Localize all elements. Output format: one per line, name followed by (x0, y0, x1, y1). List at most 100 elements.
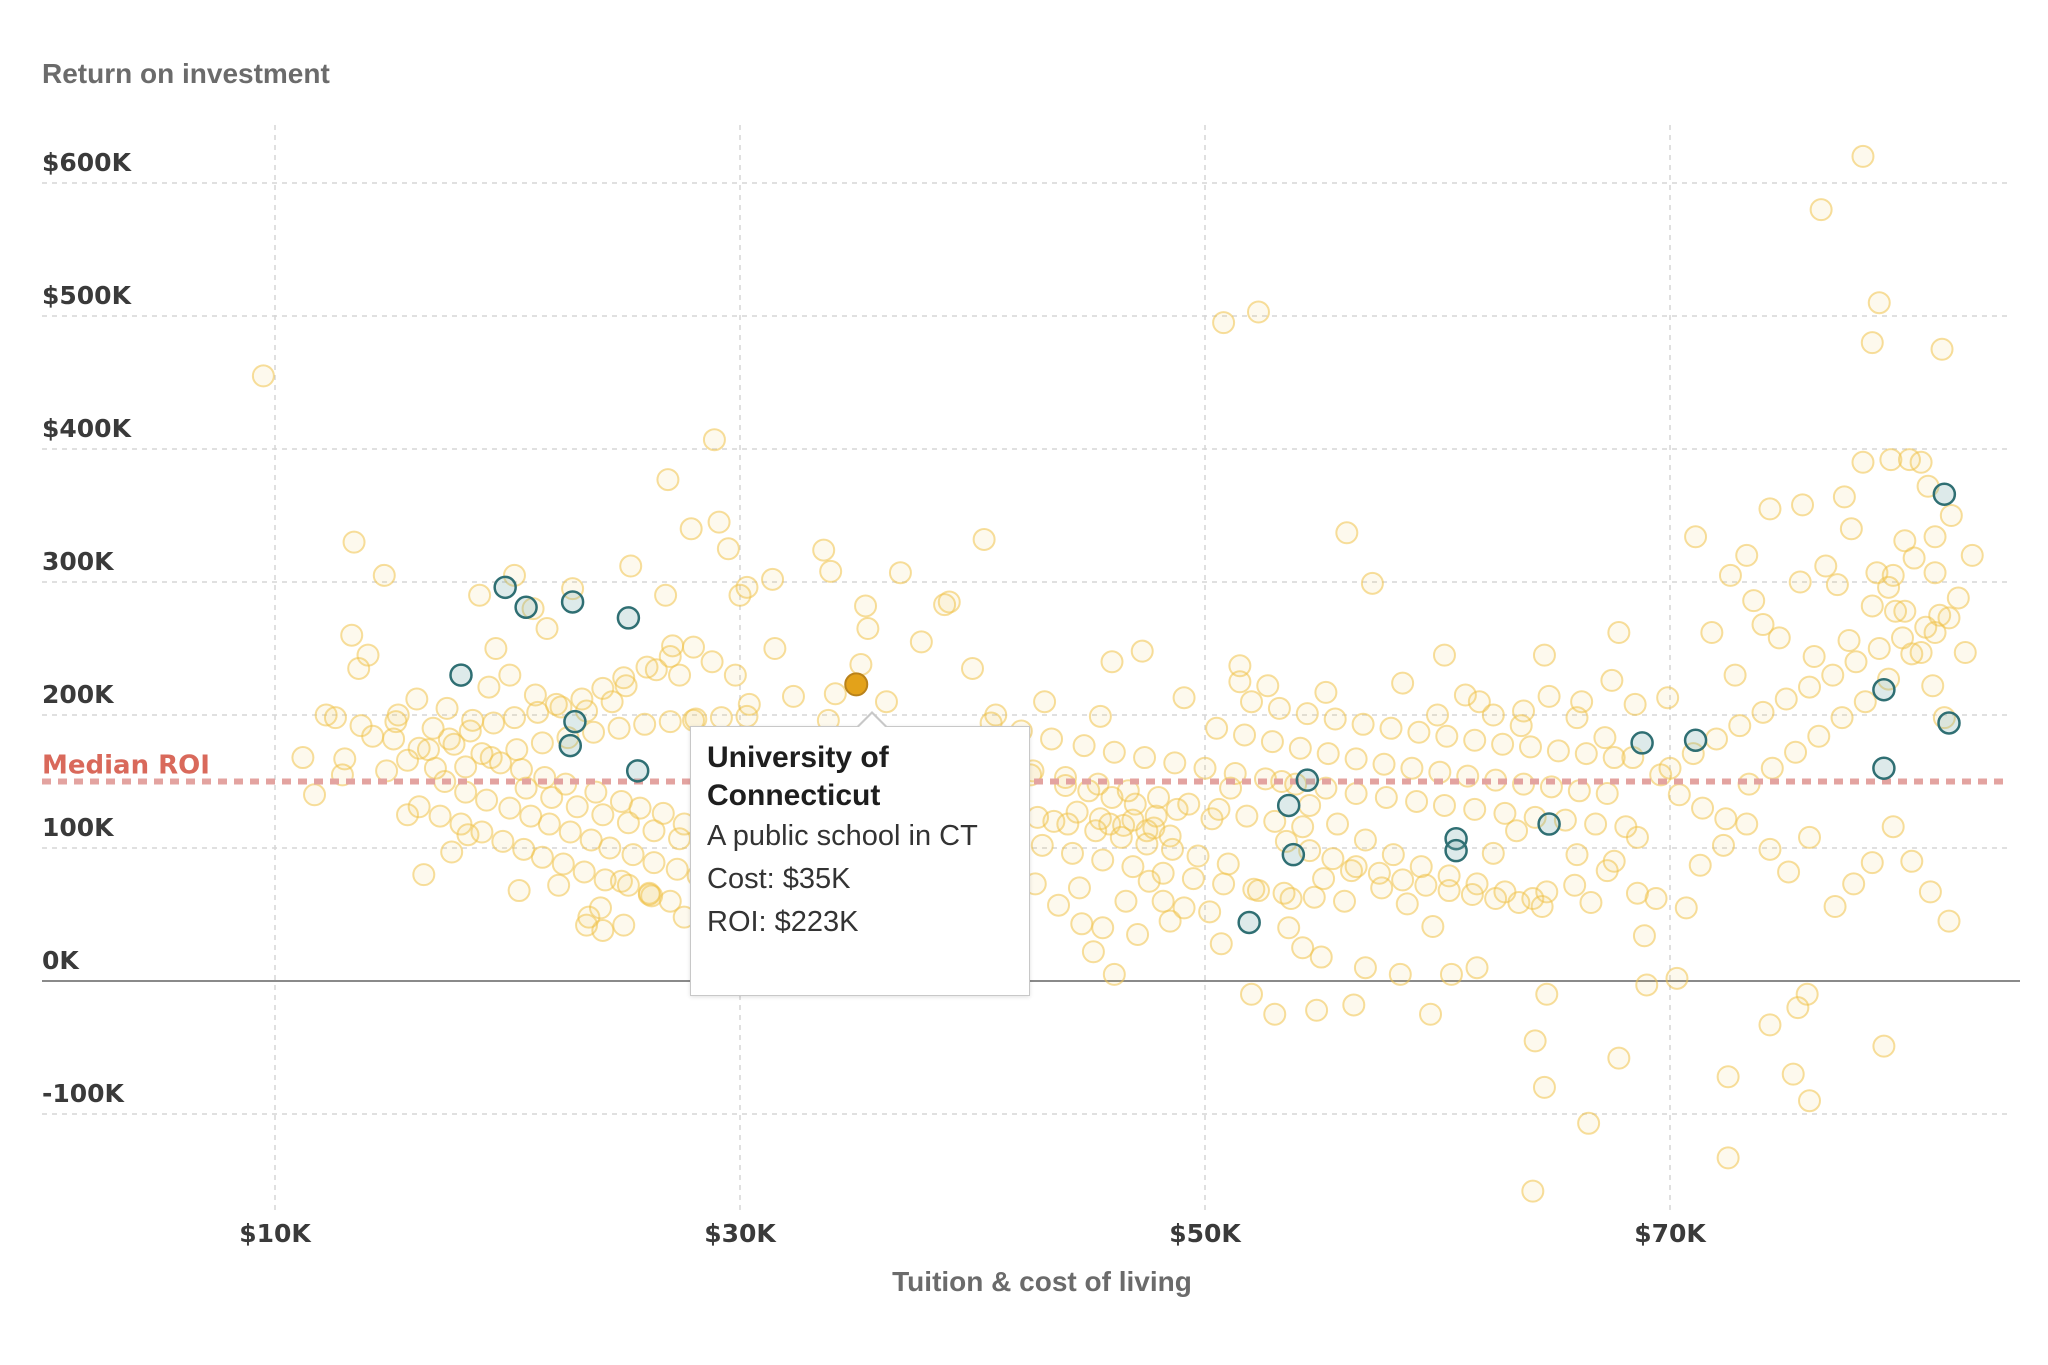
data-point (1084, 819, 1108, 843)
data-point (1065, 800, 1089, 824)
data-point (1465, 956, 1489, 980)
data-point (1758, 837, 1782, 861)
data-point (1372, 752, 1396, 776)
data-point (1881, 815, 1905, 839)
data-point (1867, 291, 1891, 315)
data-point (1795, 982, 1819, 1006)
data-point (1577, 1111, 1601, 1135)
data-point (514, 776, 538, 800)
x-axis-title: Tuition & cost of living (892, 1266, 1192, 1297)
data-point (1802, 644, 1826, 668)
data-point (1791, 493, 1815, 517)
data-point (1635, 973, 1659, 997)
highlighted-point (1683, 728, 1708, 753)
data-point (761, 567, 785, 591)
highlighted-point (1237, 910, 1261, 935)
data-point (1960, 543, 1984, 567)
data-point (1381, 843, 1405, 867)
highlighted-point (1295, 768, 1320, 792)
data-point (1574, 742, 1598, 766)
highlighted-point (1937, 711, 1961, 735)
data-point (1333, 889, 1356, 913)
data-point (1784, 740, 1808, 764)
data-point (540, 785, 564, 809)
data-point (1047, 893, 1071, 917)
data-point (1918, 880, 1942, 904)
data-point (1839, 517, 1863, 541)
data-point (1130, 639, 1154, 663)
highlighted-point (1276, 793, 1301, 818)
highlighted-point (1932, 482, 1957, 506)
data-point (570, 687, 594, 711)
data-point (1923, 525, 1947, 549)
highlighted-point (558, 733, 583, 758)
data-point (405, 687, 429, 711)
data-point (668, 663, 692, 687)
data-point (1309, 945, 1333, 969)
highlighted-point (563, 709, 587, 734)
data-point (1395, 892, 1419, 916)
data-point (1274, 829, 1298, 853)
data-point (1453, 683, 1477, 707)
data-point (454, 780, 478, 804)
data-point (1625, 825, 1649, 849)
data-point (1056, 812, 1080, 836)
data-point (679, 517, 703, 541)
data-point (1851, 144, 1875, 168)
data-point (396, 748, 420, 772)
data-point (1302, 885, 1326, 909)
data-point (1735, 812, 1759, 836)
data-point (1884, 599, 1908, 623)
data-point (1421, 914, 1445, 938)
data-point (549, 695, 573, 719)
data-point (723, 663, 747, 687)
data-point (707, 510, 731, 534)
data-point (849, 652, 873, 676)
data-point (1939, 504, 1963, 527)
median-label: Median ROI (42, 751, 210, 781)
data-point (1407, 720, 1431, 744)
data-point (1240, 690, 1263, 714)
data-point (1158, 909, 1182, 933)
data-point (1509, 714, 1533, 738)
data-point (1774, 687, 1798, 711)
data-point (1312, 867, 1336, 891)
data-point (1937, 909, 1961, 933)
data-point (1326, 812, 1350, 836)
data-point (937, 590, 961, 614)
data-point (1481, 703, 1505, 727)
data-point (537, 812, 561, 836)
data-point (984, 703, 1008, 727)
data-point (356, 643, 380, 667)
data-point (619, 554, 643, 578)
data-point (1432, 643, 1456, 667)
data-point (1463, 797, 1487, 821)
data-point (533, 766, 557, 790)
data-point (1684, 525, 1708, 549)
data-point (342, 530, 366, 554)
data-point (475, 788, 499, 812)
data-point (1193, 756, 1217, 780)
data-point (1102, 740, 1126, 764)
highlighted-point (1872, 677, 1896, 702)
y-tick-label: $400K (42, 414, 133, 443)
data-point (812, 538, 836, 562)
data-point (665, 857, 689, 881)
data-point (1521, 887, 1545, 911)
data-point (1860, 851, 1884, 875)
data-point (523, 683, 547, 707)
highlighted-point (493, 575, 517, 600)
data-point (382, 727, 406, 751)
data-point (1419, 1002, 1443, 1026)
data-point (633, 712, 657, 736)
data-point (1151, 889, 1175, 913)
data-point (1467, 690, 1491, 714)
data-point (1788, 570, 1812, 594)
data-point (1121, 808, 1145, 832)
data-point (1705, 727, 1728, 751)
data-point (458, 719, 482, 743)
data-point (1432, 793, 1456, 817)
data-point (477, 675, 501, 699)
data-point (421, 716, 445, 740)
data-point (1716, 1065, 1740, 1089)
